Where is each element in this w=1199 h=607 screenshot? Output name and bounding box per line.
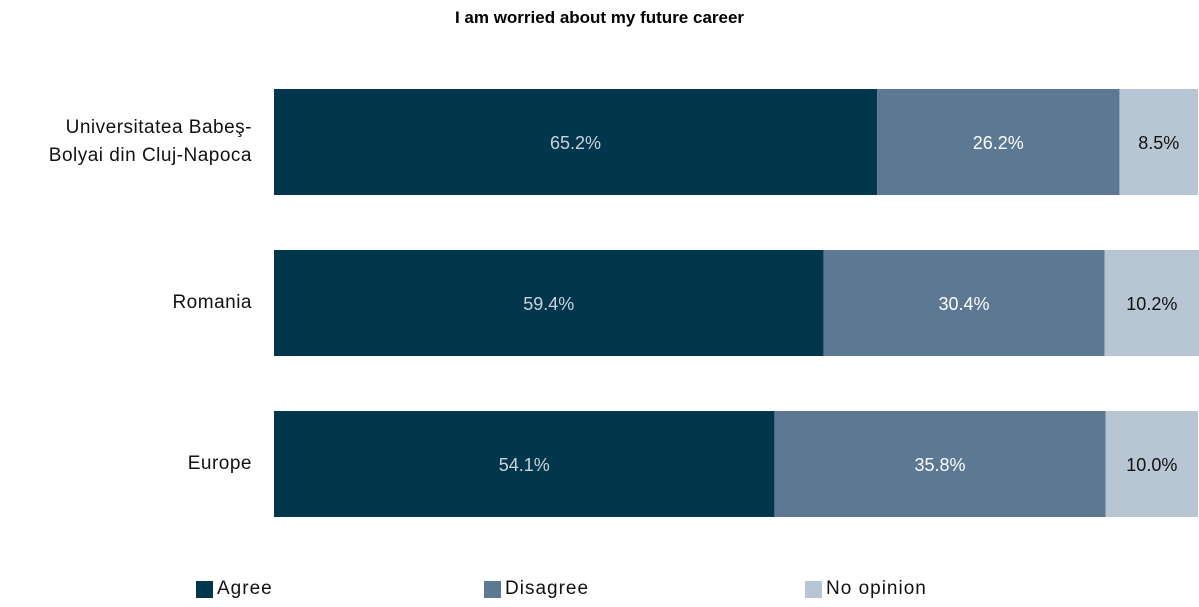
bar-agree-2 (274, 411, 775, 517)
category-label-line: Universitatea Babeş- (65, 117, 252, 138)
legend-label-agree: Agree (217, 578, 273, 599)
category-label-line: Romania (172, 292, 252, 313)
data-label-agree-0: 65.2% (550, 133, 601, 153)
data-label-no-opinion-1: 10.2% (1126, 294, 1177, 314)
data-label-disagree-0: 26.2% (973, 133, 1024, 153)
data-label-agree-2: 54.1% (499, 455, 550, 475)
bar-disagree-1 (823, 250, 1105, 356)
legend-swatch-no-opinion (805, 580, 822, 598)
data-label-agree-1: 59.4% (523, 294, 574, 314)
legend-item-agree: Agree (196, 578, 273, 600)
legend-label-no-opinion: No opinion (826, 578, 927, 599)
bar-disagree-2 (774, 411, 1106, 517)
chart-legend: Agree Disagree No opinion (0, 578, 1199, 606)
chart-title: I am worried about my future career (454, 8, 745, 27)
category-label-1: Romania (172, 289, 252, 317)
category-label-line: Bolyai din Cluj-Napoca (48, 145, 252, 166)
bar-no-opinion-2 (1105, 411, 1199, 517)
bar-no-opinion-0 (1119, 89, 1199, 195)
category-label-line: Europe (187, 453, 252, 474)
bar-agree-1 (274, 250, 824, 356)
legend-swatch-disagree (484, 580, 501, 598)
legend-label-disagree: Disagree (505, 578, 590, 599)
bar-disagree-0 (877, 89, 1120, 195)
data-label-no-opinion-0: 8.5% (1138, 133, 1179, 153)
legend-item-disagree: Disagree (484, 578, 589, 600)
category-label-0: Universitatea Babeş- Bolyai din Cluj-Napo… (49, 114, 252, 170)
legend-swatch-agree (196, 580, 213, 598)
data-label-disagree-2: 35.8% (914, 455, 965, 475)
legend-item-no-opinion: No opinion (805, 578, 927, 600)
data-label-no-opinion-2: 10.0% (1126, 455, 1177, 475)
bar-agree-0 (274, 89, 878, 195)
bar-no-opinion-1 (1104, 250, 1199, 356)
data-label-disagree-1: 30.4% (939, 294, 990, 314)
category-label-2: Europe (188, 450, 252, 478)
